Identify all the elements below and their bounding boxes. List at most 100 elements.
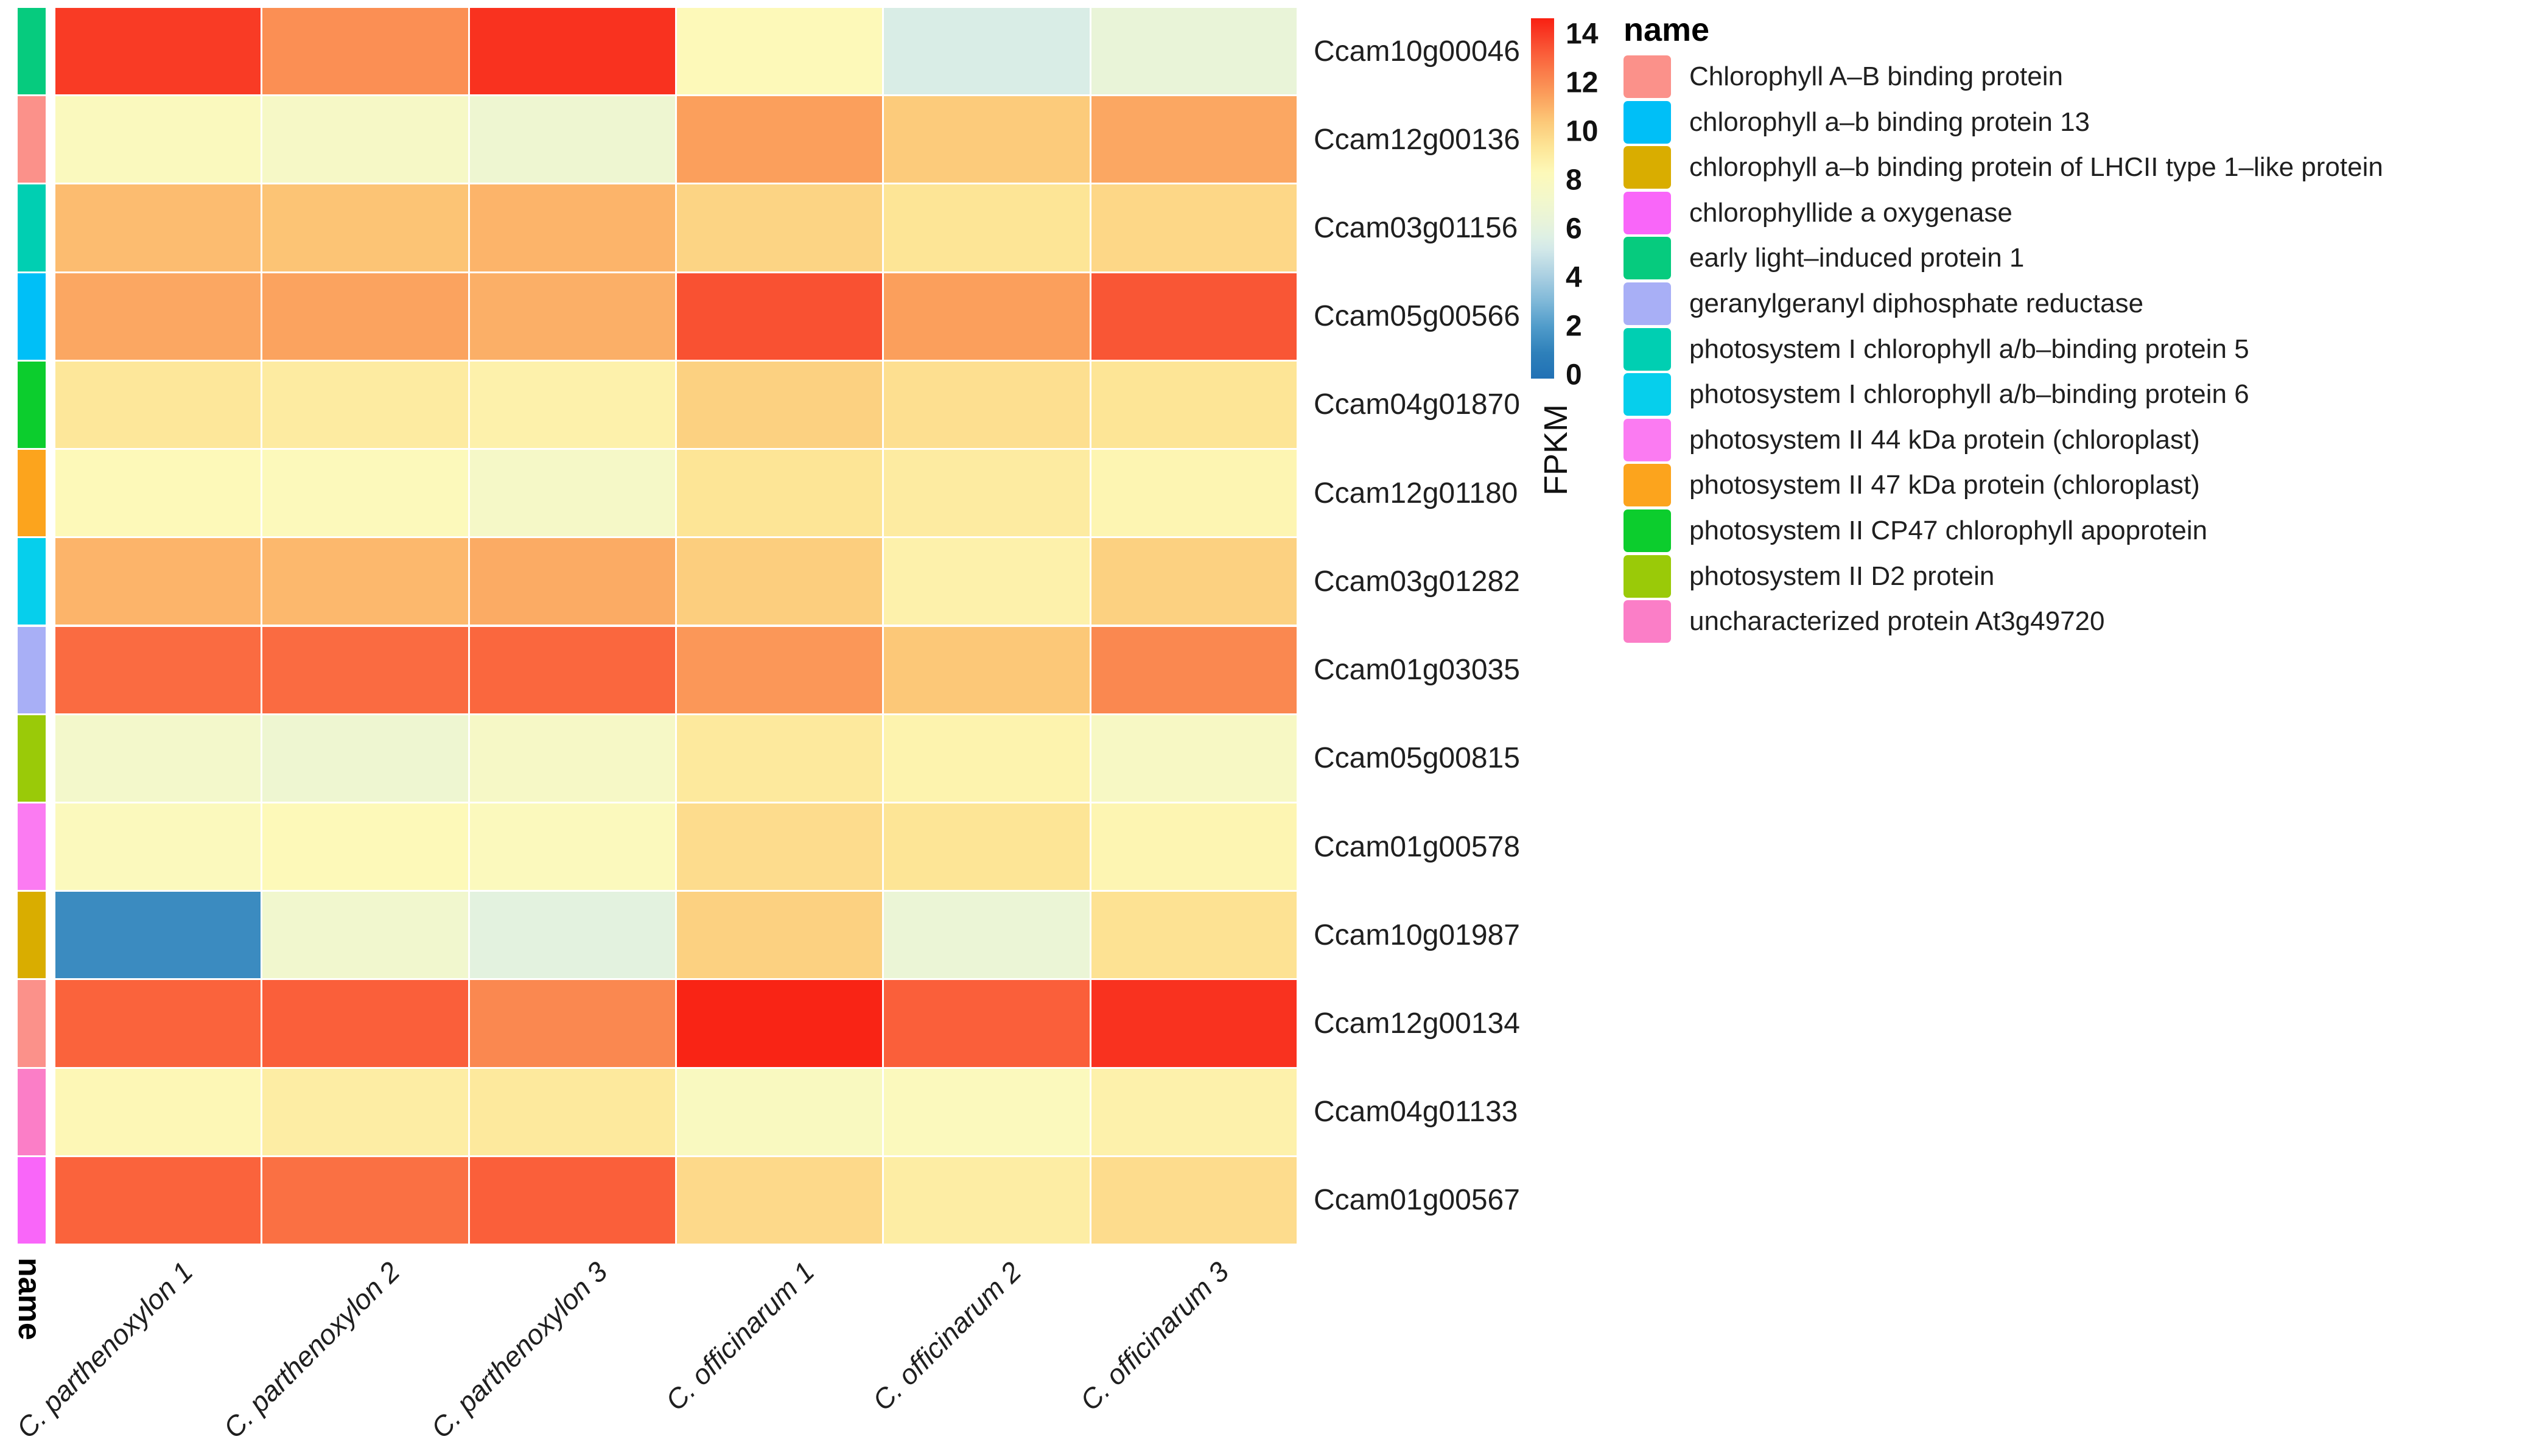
heatmap-cell <box>55 184 261 271</box>
legend-label: early light–induced protein 1 <box>1689 243 2025 273</box>
row-annotation-segment <box>18 273 46 360</box>
heatmap-cell <box>469 184 675 271</box>
legend-swatch <box>1624 237 1671 280</box>
heatmap-cell <box>469 538 675 625</box>
legend-swatch <box>1624 600 1671 643</box>
heatmap-cell <box>469 8 675 95</box>
row-annotation-segment <box>18 96 46 183</box>
colorbar-tick-label: 2 <box>1566 310 1582 343</box>
heatmap-cell <box>884 96 1090 183</box>
colorbar-axis-label: FPKM <box>1510 404 1602 495</box>
legend-title: name <box>1624 12 1710 48</box>
legend-label: Chlorophyll A–B binding protein <box>1689 61 2063 91</box>
row-annotation-segment <box>18 803 46 891</box>
column-label: C. officinarum 3 <box>1073 1255 1235 1417</box>
colorbar-tick-label: 12 <box>1566 66 1599 99</box>
row-label: Ccam05g00566 <box>1314 300 1520 333</box>
column-label: C. parthenoxylon 3 <box>424 1255 614 1444</box>
colorbar-label-text: FPKM <box>1538 404 1574 495</box>
heatmap-cell <box>262 8 468 95</box>
heatmap-cell <box>677 980 883 1067</box>
heatmap-cell <box>469 361 675 449</box>
heatmap-cell <box>262 538 468 625</box>
heatmap-cell <box>677 1068 883 1155</box>
heatmap-cell <box>262 273 468 360</box>
row-annotation-segment <box>18 715 46 802</box>
row-label: Ccam12g01180 <box>1314 477 1518 509</box>
legend-swatch <box>1624 509 1671 552</box>
heatmap-cell <box>677 450 883 537</box>
row-label: Ccam03g01156 <box>1314 212 1518 245</box>
row-label: Ccam10g00046 <box>1314 35 1520 68</box>
heatmap-cell <box>55 803 261 891</box>
heatmap-cell <box>469 715 675 802</box>
row-label: Ccam01g03035 <box>1314 654 1520 687</box>
row-label: Ccam01g00578 <box>1314 830 1520 863</box>
heatmap-cell <box>262 803 468 891</box>
colorbar-tick-label: 14 <box>1566 18 1599 51</box>
heatmap-cell <box>884 980 1090 1067</box>
heatmap-cell <box>469 980 675 1067</box>
heatmap-cell <box>262 1157 468 1244</box>
heatmap-cell <box>469 626 675 713</box>
heatmap-cell <box>1091 626 1297 713</box>
heatmap-cell <box>55 626 261 713</box>
heatmap-cell <box>1091 1157 1297 1244</box>
colorbar-tick-label: 8 <box>1566 164 1582 197</box>
heatmap-cell <box>677 626 883 713</box>
heatmap-cell <box>262 892 468 979</box>
heatmap-cell <box>1091 538 1297 625</box>
heatmap-cell <box>884 538 1090 625</box>
row-annotation-segment <box>18 8 46 95</box>
legend-label: chlorophyllide a oxygenase <box>1689 197 2012 228</box>
heatmap-cell <box>677 96 883 183</box>
heatmap-cell <box>262 450 468 537</box>
heatmap-cell <box>1091 450 1297 537</box>
annotation-legend: name Chlorophyll A–B binding protein chlo… <box>1624 0 2522 670</box>
heatmap-cell <box>677 803 883 891</box>
annotation-column-title: name <box>12 1258 47 1340</box>
legend-label: chlorophyll a–b binding protein 13 <box>1689 107 2090 137</box>
heatmap-cell <box>262 361 468 449</box>
heatmap-cell <box>1091 8 1297 95</box>
heatmap-cell <box>469 1068 675 1155</box>
heatmap-cell <box>1091 803 1297 891</box>
heatmap-cell <box>677 715 883 802</box>
column-label: C. parthenoxylon 2 <box>217 1255 406 1444</box>
heatmap-cell <box>677 184 883 271</box>
row-annotation-segment <box>18 538 46 625</box>
legend-swatch <box>1624 555 1671 598</box>
heatmap-cell <box>884 803 1090 891</box>
heatmap-cell <box>469 1157 675 1244</box>
heatmap-cell <box>677 273 883 360</box>
row-label: Ccam04g01133 <box>1314 1096 1518 1129</box>
legend-label: chlorophyll a–b binding protein of LHCII… <box>1689 152 2383 183</box>
legend-label: photosystem II CP47 chlorophyll apoprote… <box>1689 516 2208 545</box>
heatmap-cell <box>55 538 261 625</box>
legend-label: photosystem II 44 kDa protein (chloropla… <box>1689 424 2200 455</box>
colorbar <box>1531 18 1554 379</box>
heatmap-cell <box>884 273 1090 360</box>
heatmap-cell <box>55 8 261 95</box>
legend-label: photosystem II D2 protein <box>1689 561 1995 591</box>
row-label: Ccam12g00136 <box>1314 123 1520 156</box>
heatmap-cell <box>55 273 261 360</box>
row-annotation-segment <box>18 1068 46 1155</box>
heatmap-cell <box>55 1157 261 1244</box>
legend-label: photosystem I chlorophyll a/b–binding pr… <box>1689 379 2249 410</box>
heatmap-cell <box>884 450 1090 537</box>
row-label: Ccam03g01282 <box>1314 565 1520 598</box>
heatmap-cell <box>884 1157 1090 1244</box>
heatmap-cell <box>1091 273 1297 360</box>
legend-swatch <box>1624 373 1671 416</box>
heatmap-cell <box>469 273 675 360</box>
row-label: Ccam10g01987 <box>1314 919 1520 951</box>
heatmap-cell <box>55 1068 261 1155</box>
heatmap-cell <box>262 184 468 271</box>
colorbar-tick-label: 6 <box>1566 212 1582 245</box>
heatmap-cell <box>677 538 883 625</box>
heatmap-cell <box>262 626 468 713</box>
heatmap-cell <box>677 1157 883 1244</box>
heatmap-cell <box>884 715 1090 802</box>
